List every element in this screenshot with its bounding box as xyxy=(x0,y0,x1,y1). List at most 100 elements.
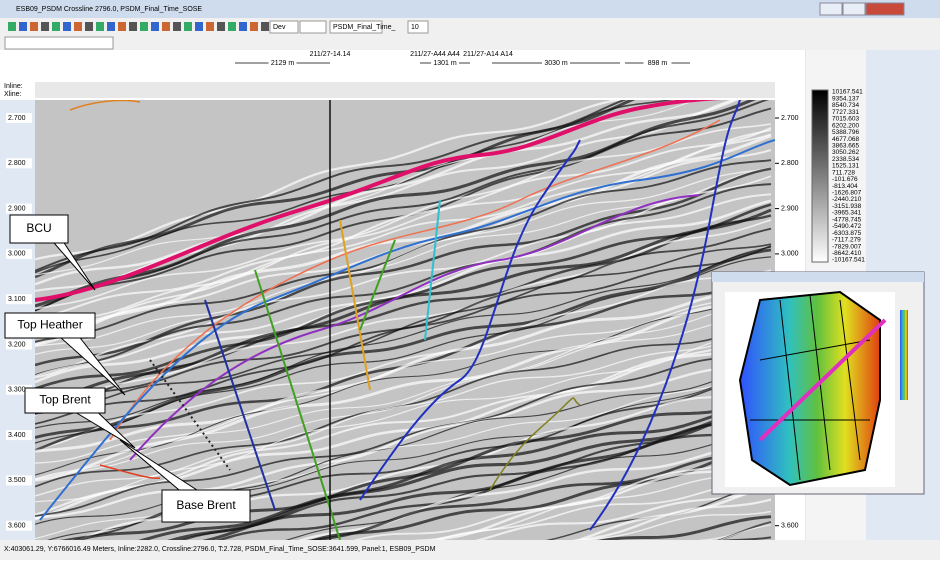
tool-icon[interactable] xyxy=(19,22,27,31)
step-input[interactable] xyxy=(407,20,429,34)
tool-icon[interactable] xyxy=(96,22,104,31)
colorbar-label: -4778.745 xyxy=(832,216,862,223)
close-button[interactable] xyxy=(865,2,905,16)
tool-icon[interactable] xyxy=(140,22,148,31)
tick-bg xyxy=(6,384,32,395)
tool-icon[interactable] xyxy=(151,22,159,31)
reflector xyxy=(35,100,756,308)
tool-icon[interactable] xyxy=(41,22,49,31)
distance-label: 2129 m xyxy=(271,60,295,67)
toolbar-icons xyxy=(8,22,269,31)
dropdown-text: PSDM_Final_Time_ xyxy=(333,24,395,31)
reflector xyxy=(35,208,772,404)
reflector xyxy=(35,100,737,292)
colorbar-label: -6303.875 xyxy=(832,230,862,237)
callout-label: BCU xyxy=(26,221,51,235)
reflector xyxy=(35,183,772,377)
dropdown[interactable] xyxy=(269,20,299,34)
reflector xyxy=(578,510,772,540)
tick-bg xyxy=(6,158,32,169)
reflector xyxy=(35,354,772,517)
callout-box xyxy=(9,214,69,244)
reflector xyxy=(46,366,772,540)
reflector xyxy=(35,167,772,348)
tool-icon[interactable] xyxy=(162,22,170,31)
callout-label: Top Brent xyxy=(39,393,91,407)
tool-icon[interactable] xyxy=(8,22,16,31)
colorbar-label: 8540.734 xyxy=(832,102,859,109)
tool-icon[interactable] xyxy=(206,22,214,31)
tool-icon[interactable] xyxy=(85,22,93,31)
tool-icon[interactable] xyxy=(239,22,247,31)
tool-icon[interactable] xyxy=(261,22,269,31)
tool-icon[interactable] xyxy=(63,22,71,31)
tool-icon[interactable] xyxy=(195,22,203,31)
well-label: 211/27-A14 A14 xyxy=(463,51,513,58)
title-bar xyxy=(0,0,940,18)
tool-icon[interactable] xyxy=(217,22,225,31)
reflector xyxy=(429,474,772,540)
tick-bg xyxy=(6,248,32,259)
reflector xyxy=(35,100,674,274)
time-tick-label: 2.800 xyxy=(781,160,799,167)
tool-icon[interactable] xyxy=(74,22,82,31)
distance-bg xyxy=(431,58,459,68)
dropdown[interactable] xyxy=(299,20,327,34)
colorbar-label: -5490.472 xyxy=(832,223,862,230)
reflector xyxy=(35,133,772,337)
tick-bg xyxy=(6,294,32,305)
tick-bg xyxy=(6,430,32,441)
dropdown[interactable] xyxy=(4,36,114,50)
top-heather-horizon xyxy=(109,119,721,441)
tool-icon[interactable] xyxy=(118,22,126,31)
reflector xyxy=(35,256,772,444)
time-tick-label: 3.600 xyxy=(781,523,799,530)
callout-box xyxy=(4,312,96,339)
distance-bg xyxy=(542,58,570,68)
callout-box xyxy=(24,387,106,414)
index-strip xyxy=(35,82,775,98)
time-tick-label: 3.600 xyxy=(8,523,26,530)
tool-icon[interactable] xyxy=(30,22,38,31)
interpretation xyxy=(35,100,775,540)
reflector xyxy=(35,303,772,480)
tick-bg xyxy=(6,475,32,486)
tool-icon[interactable] xyxy=(250,22,258,31)
reflector xyxy=(59,375,772,540)
reflector xyxy=(35,269,772,451)
reflector xyxy=(35,214,772,409)
colorbar-label: -7117.279 xyxy=(832,237,861,244)
reflector xyxy=(35,100,739,286)
reflector xyxy=(138,402,772,540)
reflector xyxy=(35,246,772,429)
time-tick-label: 3.000 xyxy=(8,251,26,258)
colorbar-label: -101.676 xyxy=(832,176,858,183)
reflector xyxy=(35,286,772,476)
tool-icon[interactable] xyxy=(184,22,192,31)
tool-icon[interactable] xyxy=(107,22,115,31)
tick-bg xyxy=(6,520,32,531)
bcu-horizon xyxy=(35,100,722,302)
reflector xyxy=(35,100,624,261)
colorbar-label: 711.728 xyxy=(832,169,855,176)
tool-icon[interactable] xyxy=(129,22,137,31)
time-tick-label: 3.300 xyxy=(8,387,26,394)
map-surface xyxy=(738,290,881,487)
well-label: 211/27-A44 A44 xyxy=(410,51,460,58)
tool-icon[interactable] xyxy=(173,22,181,31)
colorbar-label: 1525.131 xyxy=(832,163,859,170)
colorbar-label: 2338.534 xyxy=(832,156,859,163)
time-tick-label: 2.900 xyxy=(8,205,26,212)
tool-icon[interactable] xyxy=(228,22,236,31)
distance-bg xyxy=(268,58,297,68)
tool-icon[interactable] xyxy=(52,22,60,31)
reflector xyxy=(179,405,772,540)
tick-bg xyxy=(6,339,32,350)
maximize-button[interactable] xyxy=(842,2,866,16)
colorbar-label: -1626.807 xyxy=(832,190,862,197)
well-labels: 211/27-14.14 211/27-A44 A44 211/27-A14 A14… xyxy=(235,51,690,68)
reflector xyxy=(72,394,772,540)
colorbar-label: 5388.796 xyxy=(832,129,859,136)
minimize-button[interactable] xyxy=(819,2,843,16)
dropdown[interactable] xyxy=(329,20,383,34)
